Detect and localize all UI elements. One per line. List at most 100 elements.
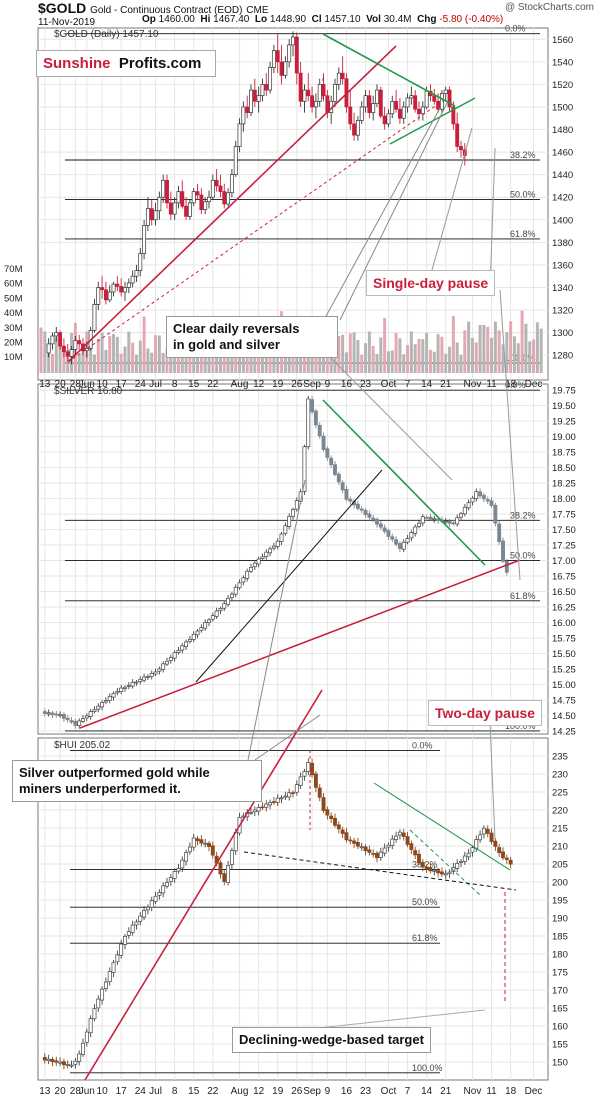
silver-candle xyxy=(378,523,383,528)
hui-candle xyxy=(310,762,315,776)
silver-candle xyxy=(268,548,273,554)
silver-candle xyxy=(172,652,177,659)
x-tick-label: Sep xyxy=(303,1086,321,1097)
volume-bar xyxy=(108,336,112,373)
volume-bar xyxy=(459,354,463,373)
silver-candle xyxy=(226,597,231,605)
hui-candle xyxy=(382,847,387,854)
silver-candle xyxy=(241,577,246,583)
gold-candle xyxy=(340,72,345,80)
hui-candle xyxy=(417,853,421,863)
hui-candle xyxy=(168,877,173,882)
hui-candle xyxy=(134,921,139,926)
silver-candle xyxy=(84,715,89,719)
volume-bar xyxy=(451,315,455,373)
silver-candle xyxy=(142,676,147,681)
hui-candle xyxy=(325,809,330,816)
hui-candle xyxy=(436,870,441,874)
y-tick-label: 1400 xyxy=(552,215,573,226)
pointer-line xyxy=(324,107,441,319)
silver-candle xyxy=(470,497,475,503)
volume-bar xyxy=(425,332,429,373)
x-tick-label: 13 xyxy=(39,379,51,390)
silver-candle xyxy=(420,516,425,524)
hui-candle xyxy=(268,802,273,806)
fib-label: 38.2% xyxy=(510,510,536,520)
silver-candle xyxy=(340,482,345,491)
x-tick-label: 23 xyxy=(360,1086,372,1097)
volume-bar xyxy=(47,346,51,373)
fib-label: 38.2% xyxy=(510,150,536,160)
y-tick-label: 18.75 xyxy=(552,448,576,459)
volume-label: 70M xyxy=(4,264,23,275)
silver-candle xyxy=(283,525,288,534)
silver-candle xyxy=(233,586,238,595)
silver-candle xyxy=(111,693,116,698)
hui-candle xyxy=(333,817,337,826)
gold-candle xyxy=(298,72,303,102)
x-tick-label: 11 xyxy=(486,379,497,390)
silver-candle xyxy=(180,645,185,651)
volume-bar xyxy=(421,339,425,373)
chart-symbol: $GOLD Gold - Continuous Contract (EOD) C… xyxy=(38,0,269,16)
volume-bar xyxy=(218,354,222,373)
gold-candle xyxy=(172,202,177,215)
volume-label: 40M xyxy=(4,308,23,319)
pointer-line xyxy=(489,721,496,841)
y-tick-label: 185 xyxy=(552,932,568,943)
x-tick-label: 19 xyxy=(272,379,284,390)
volume-bar xyxy=(123,346,127,373)
hui-candle xyxy=(69,1064,74,1067)
silver-candle xyxy=(497,523,502,542)
gold-candle xyxy=(65,351,70,357)
hui-candle xyxy=(222,873,227,882)
fib-label: 0.0% xyxy=(412,741,433,751)
x-tick-label: 11 xyxy=(486,1086,497,1097)
x-tick-label: Oct xyxy=(381,1086,397,1097)
y-tick-label: 17.75 xyxy=(552,510,576,521)
silver-candle xyxy=(363,509,368,515)
fib-label: 61.8% xyxy=(412,933,438,943)
hui-candle xyxy=(65,1063,70,1066)
volume-bar xyxy=(329,347,333,373)
silver-candle xyxy=(287,516,292,527)
silver-candle xyxy=(50,712,55,715)
silver-candle xyxy=(333,464,337,475)
silver-candle xyxy=(130,682,135,687)
volume-bar xyxy=(112,334,116,373)
silver-candle xyxy=(428,516,433,520)
volume-bar xyxy=(383,318,387,373)
pointer-line xyxy=(489,147,496,291)
gold-candle xyxy=(447,89,452,108)
y-tick-label: 16.75 xyxy=(552,572,576,583)
y-tick-label: 1460 xyxy=(552,148,573,159)
hui-candle xyxy=(493,840,498,847)
hui-candle xyxy=(50,1059,55,1063)
volume-bar xyxy=(364,343,368,373)
hui-candle xyxy=(115,954,120,963)
volume-bar xyxy=(486,326,490,373)
y-tick-label: 1440 xyxy=(552,170,573,181)
x-tick-label: 15 xyxy=(188,1086,200,1097)
gold-candle xyxy=(73,340,78,350)
hui-candle xyxy=(329,815,334,820)
y-tick-label: 1500 xyxy=(552,102,573,113)
gold-candle xyxy=(287,44,292,63)
gold-candle xyxy=(103,289,108,301)
silver-candle xyxy=(413,526,418,534)
hui-candle xyxy=(432,869,437,872)
pointer-line xyxy=(254,714,321,761)
gold-candle xyxy=(210,179,215,198)
x-tick-label: 21 xyxy=(440,379,452,390)
hui-candle xyxy=(145,906,150,911)
silver-candle xyxy=(394,539,399,545)
hui-candle xyxy=(283,795,288,798)
callout-clear-daily-reversals: Clear daily reversals in gold and silver xyxy=(166,316,338,358)
gold-candle xyxy=(291,36,295,46)
silver-candle xyxy=(478,491,483,497)
silver-candle xyxy=(119,687,124,692)
silver-candle xyxy=(432,518,437,521)
callout-silver-outperformed: Silver outperformed gold while miners und… xyxy=(12,760,262,802)
silver-candle xyxy=(481,494,486,500)
gold-candle xyxy=(157,196,162,212)
